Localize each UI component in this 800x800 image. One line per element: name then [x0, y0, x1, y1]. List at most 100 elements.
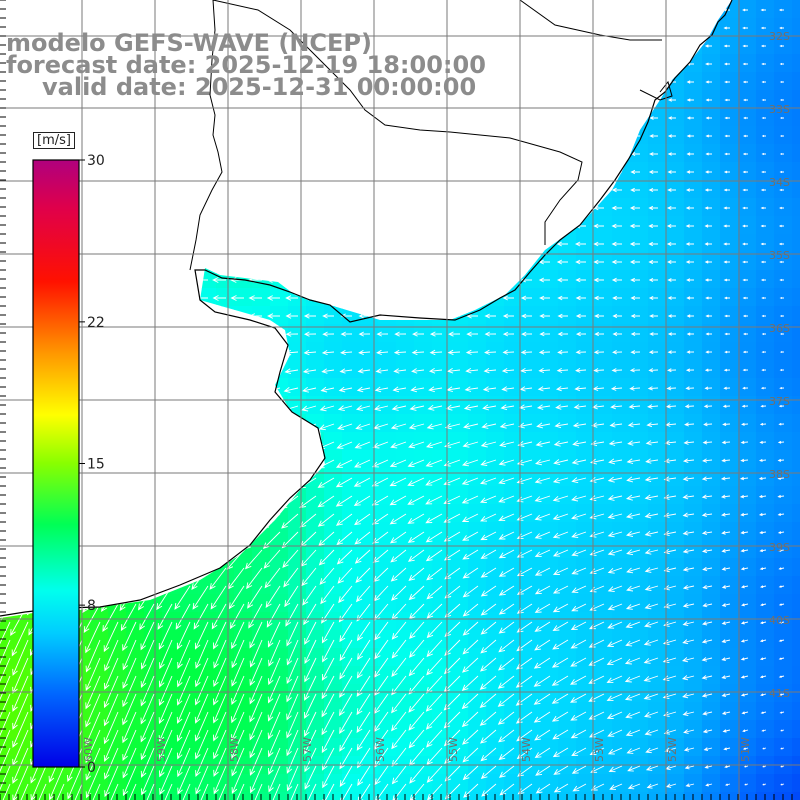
wind-speed-cell: [126, 432, 145, 451]
wind-speed-cell: [594, 144, 613, 163]
wind-arrow: [0, 477, 11, 493]
wind-arrow: [593, 259, 604, 265]
wind-speed-cell: [702, 396, 721, 415]
wind-arrow: [705, 80, 712, 84]
wind-speed-cell: [540, 324, 559, 343]
wind-arrow: [337, 405, 353, 412]
wind-speed-cell: [720, 540, 739, 559]
wind-speed-cell: [684, 288, 703, 307]
wind-arrow: [777, 513, 785, 516]
wind-speed-cell: [594, 306, 613, 325]
wind-speed-cell: [108, 450, 127, 469]
wind-arrow: [175, 368, 191, 375]
wind-speed-cell: [666, 648, 685, 667]
wind-speed-cell: [324, 144, 343, 163]
wind-arrow: [703, 422, 713, 427]
wind-speed-cell: [630, 162, 649, 181]
wind-arrow: [534, 531, 551, 539]
wind-speed-cell: [216, 450, 235, 469]
wind-speed-cell: [126, 630, 145, 649]
wind-speed-cell: [720, 252, 739, 271]
wind-arrow: [98, 531, 119, 552]
wind-speed-cell: [792, 630, 800, 649]
wind-speed-cell: [234, 162, 253, 181]
wind-arrow: [0, 531, 11, 555]
wind-arrow: [685, 260, 694, 264]
wind-arrow: [574, 7, 586, 13]
wind-speed-cell: [612, 702, 631, 721]
wind-speed-cell: [648, 666, 667, 685]
wind-speed-cell: [378, 432, 397, 451]
wind-arrow: [594, 115, 604, 121]
wind-arrow: [339, 675, 353, 698]
wind-speed-cell: [594, 720, 613, 739]
wind-arrow: [611, 43, 622, 49]
wind-arrow: [153, 459, 173, 471]
wind-speed-cell: [504, 342, 523, 361]
wind-arrow: [648, 259, 658, 265]
wind-speed-cell: [252, 594, 271, 613]
wind-speed-cell: [108, 198, 127, 217]
wind-speed-cell: [270, 450, 289, 469]
wind-speed-cell: [522, 576, 541, 595]
wind-speed-cell: [666, 576, 685, 595]
wind-speed-cell: [126, 234, 145, 253]
wind-speed-cell: [576, 486, 595, 505]
wind-arrow: [174, 585, 191, 610]
wind-speed-cell: [144, 450, 163, 469]
wind-speed-cell: [540, 414, 559, 433]
wind-speed-cell: [396, 18, 415, 37]
wind-arrow: [557, 115, 568, 121]
wind-arrow: [194, 151, 208, 157]
wind-speed-cell: [378, 612, 397, 631]
wind-speed-cell: [630, 54, 649, 73]
wind-arrow: [302, 187, 316, 193]
wind-speed-cell: [198, 144, 217, 163]
wind-arrow: [607, 476, 623, 483]
wind-speed-cell: [90, 540, 109, 559]
wind-arrow: [758, 512, 767, 517]
wind-speed-cell: [540, 630, 559, 649]
wind-arrow: [207, 477, 227, 491]
wind-speed-cell: [648, 162, 667, 181]
wind-arrow: [390, 441, 407, 449]
wind-arrow: [627, 783, 641, 790]
wind-arrow: [760, 206, 766, 210]
wind-arrow: [177, 331, 191, 337]
wind-arrow: [624, 693, 641, 701]
wind-arrow: [593, 223, 604, 229]
longitude-label: 52W: [666, 737, 679, 762]
wind-arrow: [373, 603, 389, 621]
wind-arrow: [779, 98, 784, 102]
wind-arrow: [261, 477, 281, 490]
wind-speed-cell: [702, 450, 721, 469]
wind-speed-cell: [666, 162, 685, 181]
wind-speed-cell: [396, 162, 415, 181]
wind-speed-cell: [738, 216, 757, 235]
wind-arrow: [247, 585, 263, 609]
wind-speed-cell: [414, 378, 433, 397]
wind-speed-cell: [792, 90, 800, 109]
wind-speed-cell: [576, 0, 595, 19]
wind-arrow: [284, 151, 298, 157]
wind-speed-cell: [288, 432, 307, 451]
wind-arrow: [482, 386, 497, 392]
wind-arrow: [391, 693, 407, 714]
wind-arrow: [780, 747, 785, 750]
wind-arrow: [85, 168, 100, 176]
wind-arrow: [265, 205, 280, 211]
wind-arrow: [744, 783, 749, 786]
wind-speed-cell: [486, 0, 505, 19]
wind-speed-cell: [558, 270, 577, 289]
wind-arrow: [739, 476, 749, 481]
wind-arrow: [702, 458, 713, 463]
wind-speed-cell: [18, 90, 37, 109]
wind-arrow: [724, 134, 730, 138]
wind-speed-cell: [234, 396, 253, 415]
wind-speed-cell: [666, 306, 685, 325]
wind-speed-cell: [396, 144, 415, 163]
wind-arrow: [701, 548, 713, 554]
wind-arrow: [319, 567, 335, 585]
wind-arrow: [626, 747, 641, 754]
wind-speed-cell: [504, 540, 523, 559]
